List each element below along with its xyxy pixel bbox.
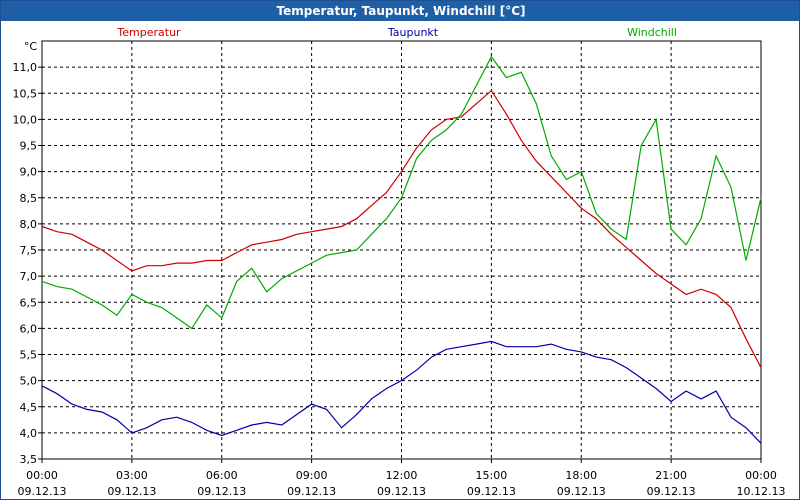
- y-tick-label: 7,5: [20, 244, 38, 257]
- legend-taupunkt: Taupunkt: [387, 26, 439, 39]
- y-tick-label: 10,0: [13, 113, 38, 126]
- window-title: Temperatur, Taupunkt, Windchill [°C]: [1, 1, 799, 21]
- x-tick-date-label: 10.12.13: [737, 485, 786, 498]
- y-tick-label: 11,0: [13, 61, 38, 74]
- y-tick-label: 4,5: [20, 401, 38, 414]
- y-tick-label: 6,5: [20, 296, 38, 309]
- legend-windchill: Windchill: [627, 26, 677, 39]
- y-tick-label: 8,0: [20, 218, 38, 231]
- x-tick-date-label: 09.12.13: [197, 485, 246, 498]
- x-tick-time-label: 03:00: [116, 469, 148, 482]
- x-tick-date-label: 09.12.13: [557, 485, 606, 498]
- x-tick-date-label: 09.12.13: [107, 485, 156, 498]
- x-tick-time-label: 06:00: [206, 469, 238, 482]
- x-tick-time-label: 00:00: [745, 469, 777, 482]
- series-line-temperatur: [41, 89, 762, 368]
- x-tick-time-label: 09:00: [296, 469, 328, 482]
- y-tick-label: 10,5: [13, 87, 38, 100]
- series-line-taupunkt: [41, 340, 762, 444]
- x-tick-date-label: 09.12.13: [287, 485, 336, 498]
- x-tick-time-label: 21:00: [655, 469, 687, 482]
- x-tick-date-label: 09.12.13: [647, 485, 696, 498]
- y-tick-label: 9,0: [20, 166, 38, 179]
- y-tick-label: 6,0: [20, 322, 38, 335]
- legend-temperatur: Temperatur: [116, 26, 181, 39]
- y-unit-label: °C: [24, 40, 38, 53]
- series-line-windchill: [41, 55, 762, 330]
- x-tick-time-label: 12:00: [386, 469, 418, 482]
- x-tick-time-label: 00:00: [26, 469, 58, 482]
- x-tick-date-label: 09.12.13: [467, 485, 516, 498]
- x-tick-date-label: 09.12.13: [377, 485, 426, 498]
- y-tick-label: 8,5: [20, 192, 38, 205]
- y-tick-label: 5,5: [20, 349, 38, 362]
- y-tick-label: 3,5: [20, 453, 38, 466]
- y-tick-label: 9,5: [20, 140, 38, 153]
- x-tick-time-label: 18:00: [565, 469, 597, 482]
- y-tick-label: 5,0: [20, 375, 38, 388]
- x-tick-date-label: 09.12.13: [18, 485, 67, 498]
- x-tick-time-label: 15:00: [476, 469, 508, 482]
- y-tick-label: 7,0: [20, 270, 38, 283]
- y-tick-label: 4,0: [20, 427, 38, 440]
